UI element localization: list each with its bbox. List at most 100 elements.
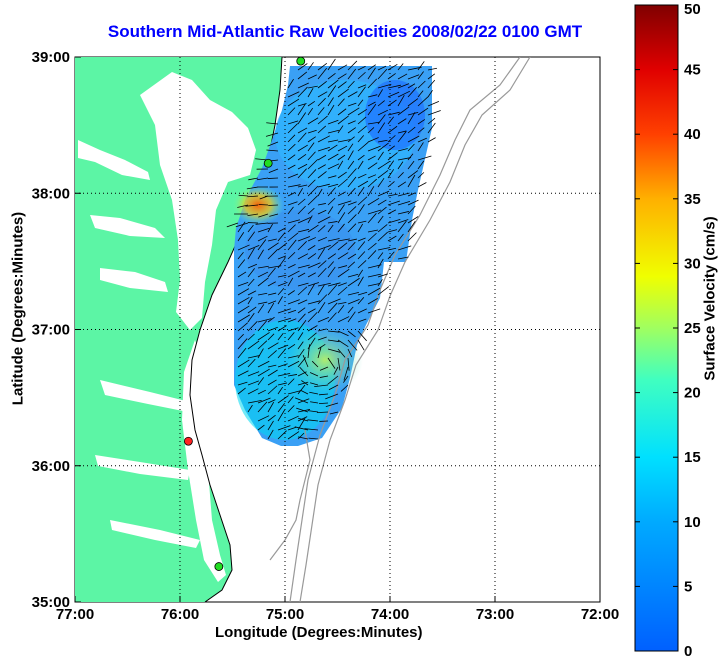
- velocity-arrow: [277, 403, 285, 413]
- velocity-arrow: [347, 60, 358, 71]
- velocity-arrow: [417, 96, 429, 107]
- velocity-arrow: [257, 318, 272, 323]
- velocity-arrow: [267, 300, 277, 305]
- velocity-arrow: [427, 73, 436, 80]
- velocity-arrow: [307, 100, 316, 107]
- velocity-arrow: [295, 397, 309, 404]
- velocity-arrow: [297, 416, 308, 422]
- velocity-arrow: [318, 393, 329, 396]
- velocity-arrow: [397, 131, 407, 143]
- velocity-arrow: [257, 368, 270, 377]
- velocity-arrow: [397, 211, 409, 215]
- velocity-arrow: [357, 86, 366, 98]
- velocity-arrow: [357, 186, 365, 197]
- velocity-arrow: [337, 171, 347, 179]
- velocity-arrow: [387, 99, 397, 107]
- velocity-arrow: [287, 309, 297, 314]
- velocity-arrow: [257, 332, 270, 341]
- velocity-arrow: [377, 215, 384, 224]
- velocity-arrow: [377, 151, 384, 161]
- velocity-arrow: [297, 82, 309, 89]
- velocity-arrow: [257, 249, 264, 260]
- velocity-arrow: [407, 126, 416, 134]
- colorbar-tick-label: 45: [684, 62, 701, 79]
- velocity-arrow: [327, 282, 341, 287]
- velocity-arrow: [267, 223, 273, 233]
- velocity-arrow: [367, 127, 375, 134]
- velocity-arrow: [317, 97, 326, 107]
- velocity-arrow: [297, 112, 307, 125]
- velocity-arrow: [287, 299, 300, 305]
- velocity-arrow: [246, 186, 259, 190]
- velocity-arrow: [267, 369, 278, 377]
- velocity-arrow: [307, 74, 317, 80]
- velocity-arrow: [387, 160, 395, 170]
- radar-station-marker: [214, 562, 224, 571]
- velocity-arrow: [427, 122, 436, 134]
- velocity-arrow: [397, 157, 412, 161]
- colorbar: [634, 4, 679, 652]
- velocity-arrow: [302, 355, 309, 368]
- velocity-arrow: [357, 251, 366, 260]
- velocity-arrow: [347, 176, 357, 188]
- velocity-arrow: [310, 401, 319, 404]
- velocity-arrow: [327, 261, 334, 269]
- velocity-arrow: [407, 87, 417, 98]
- chesapeake-bay: [140, 72, 256, 330]
- velocity-arrow: [337, 145, 348, 152]
- x-axis-label: Longitude (Degrees:Minutes): [215, 624, 423, 641]
- velocity-arrow: [317, 316, 329, 323]
- velocity-arrow: [297, 236, 311, 242]
- velocity-arrow: [377, 206, 387, 215]
- velocity-arrow: [237, 381, 248, 386]
- velocity-arrow: [347, 136, 355, 143]
- velocity-arrow: [257, 301, 268, 305]
- velocity-arrow: [327, 221, 338, 224]
- velocity-arrow: [307, 344, 310, 359]
- velocity-arrow: [337, 339, 349, 347]
- velocity-arrow: [387, 145, 396, 152]
- velocity-arrow: [367, 94, 378, 98]
- velocity-arrow: [297, 299, 308, 305]
- velocity-arrow: [237, 221, 246, 233]
- velocity-patch: [365, 80, 425, 150]
- velocity-arrow: [269, 213, 279, 217]
- velocity-arrow: [297, 272, 306, 278]
- velocity-arrow: [317, 125, 327, 134]
- velocity-arrow: [337, 348, 346, 358]
- colorbar-tick-label: 30: [684, 255, 701, 272]
- velocity-hotspot-offshore: [287, 326, 363, 394]
- velocity-arrow: [307, 245, 316, 251]
- velocity-arrow: [267, 385, 278, 395]
- velocity-arrow: [237, 231, 245, 242]
- velocity-arrow: [307, 62, 314, 71]
- velocity-arrow: [287, 154, 296, 161]
- velocity-arrow: [247, 321, 258, 332]
- velocity-arrow: [337, 268, 350, 278]
- velocity-arrow: [297, 205, 306, 215]
- velocity-arrow: [297, 264, 310, 269]
- velocity-arrow: [277, 363, 288, 368]
- velocity-arrow: [387, 251, 395, 260]
- velocity-arrow: [387, 218, 401, 224]
- velocity-arrow: [367, 197, 380, 206]
- velocity-arrow: [277, 296, 283, 305]
- velocity-arrow: [287, 134, 296, 143]
- velocity-arrow: [287, 78, 294, 89]
- velocity-arrow: [245, 204, 259, 207]
- velocity-arrow: [297, 168, 307, 179]
- velocity-arrow: [317, 183, 330, 188]
- velocity-arrow: [325, 393, 339, 400]
- velocity-arrow: [307, 195, 318, 206]
- velocity-arrow: [317, 260, 327, 269]
- velocity-arrow: [347, 311, 356, 323]
- y-tick-label: 35:00: [32, 594, 70, 611]
- x-tick-label: 75:00: [266, 606, 304, 623]
- velocity-arrow: [287, 390, 302, 395]
- velocity-arrow: [297, 253, 309, 260]
- velocity-arrow: [337, 223, 345, 233]
- velocity-arrow: [327, 153, 339, 161]
- velocity-arrow: [277, 257, 286, 269]
- x-axis-ticks: 77:00 76:00 75:00 74:00 73:00 72:00: [56, 596, 619, 623]
- velocity-arrow: [387, 84, 401, 89]
